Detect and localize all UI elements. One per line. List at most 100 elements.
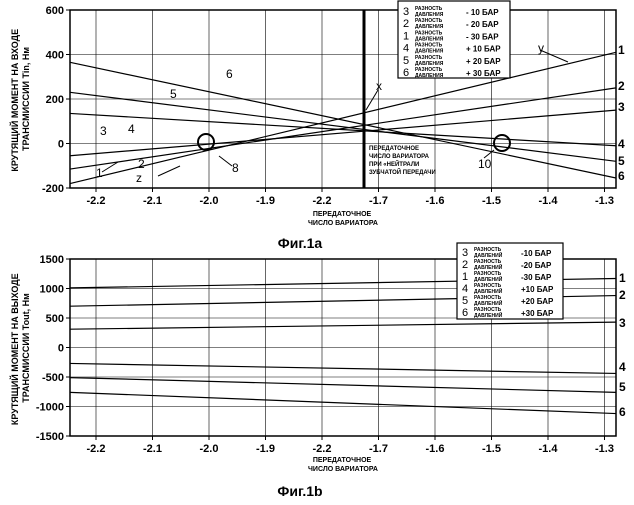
series-lines-1a <box>70 52 616 183</box>
legend-label-bottom: ДАВЛЕНИЯ <box>415 12 444 18</box>
legend-label-bottom: ДАВЛЕНИЙ <box>474 311 503 319</box>
legend-number: 5 <box>462 295 468 307</box>
legend-value: +30 БАР <box>521 309 554 318</box>
annotation-x: x <box>376 79 382 93</box>
y-axis-label-1a: КРУТЯЩИЙ МОМЕНТ НА ВХОДЕ ТРАНСМИССИИ Tin… <box>9 26 31 171</box>
legend-value: + 20 БАР <box>466 57 501 66</box>
legend-number: 4 <box>462 283 468 295</box>
legend-label-bottom: ДАВЛЕНИЙ <box>474 299 503 307</box>
legend-value: -10 БАР <box>521 249 552 258</box>
x-tick-label: -1.6 <box>426 443 445 455</box>
x-tick-label: -2.0 <box>200 443 219 455</box>
x-tick-label: -2.1 <box>143 443 162 455</box>
legend-number: 1 <box>462 271 468 283</box>
svg-text:5: 5 <box>619 380 626 394</box>
legend-value: -30 БАР <box>521 273 552 282</box>
legend-label-bottom: ДАВЛЕНИЯ <box>415 24 444 30</box>
x-tick-label: -2.2 <box>313 195 332 207</box>
y-ticks-1b: 150010005000-500-1000-1500 <box>36 254 70 443</box>
legend-number: 1 <box>403 30 409 42</box>
series-line-5 <box>70 378 616 393</box>
y-tick-label: 1500 <box>40 254 64 266</box>
series-line-6 <box>70 62 616 178</box>
svg-text:6: 6 <box>226 67 233 81</box>
figure-label-1a: Фиг.1a <box>278 235 323 251</box>
legend-number: 3 <box>403 6 409 18</box>
x-axis-label-1a: ПЕРЕДАТОЧНОЕ ЧИСЛО ВАРИАТОРА <box>308 211 378 227</box>
legend-value: + 30 БАР <box>466 69 501 78</box>
y-ticks-1a: 600 400 200 0 -200 <box>42 5 70 195</box>
crossover-circle-8 <box>198 134 214 150</box>
y-tick-label: 600 <box>46 5 64 17</box>
x-tick-label: -1.3 <box>595 443 614 455</box>
series-line-2 <box>70 88 616 169</box>
chart-1b: 150010005000-500-1000-1500 -2.2-2.1-2.0-… <box>9 243 626 473</box>
x-tick-label: -1.6 <box>426 195 445 207</box>
crossover-circle-10 <box>494 135 510 151</box>
y-tick-label: -1000 <box>36 402 64 414</box>
y-tick-label: 200 <box>46 94 64 106</box>
x-tick-label: -2.1 <box>143 195 162 207</box>
x-tick-label: -1.4 <box>539 195 559 207</box>
svg-text:6: 6 <box>618 169 625 183</box>
svg-text:4: 4 <box>618 137 625 151</box>
annotation-8: 8 <box>232 161 239 175</box>
svg-text:2: 2 <box>138 157 145 171</box>
x-tick-label: -2.2 <box>87 443 106 455</box>
series-line-3 <box>70 322 616 329</box>
y-tick-label: -500 <box>42 372 64 384</box>
legend-value: +10 БАР <box>521 285 554 294</box>
svg-text:5: 5 <box>170 87 177 101</box>
y-tick-label: 400 <box>46 50 64 62</box>
legend-value: +20 БАР <box>521 297 554 306</box>
x-tick-label: -1.5 <box>482 195 501 207</box>
legend-label-bottom: ДАВЛЕНИЙ <box>474 263 503 271</box>
legend-label-bottom: ДАВЛЕНИЯ <box>415 36 444 42</box>
series-line-5 <box>70 92 616 161</box>
right-curve-labels-1b: 1 2 3 4 5 6 <box>619 271 626 419</box>
x-tick-label: -1.7 <box>369 195 388 207</box>
y-tick-label: 0 <box>58 139 64 151</box>
x-tick-label: -2.0 <box>200 195 219 207</box>
svg-text:1: 1 <box>618 43 625 57</box>
y-tick-label: -200 <box>42 183 64 195</box>
figure-label-1b: Фиг.1b <box>277 483 322 499</box>
series-line-4 <box>70 363 616 373</box>
legend-label-bottom: ДАВЛЕНИЯ <box>415 49 444 55</box>
legend-value: - 20 БАР <box>466 20 499 29</box>
x-tick-label: -1.3 <box>595 195 614 207</box>
x-tick-label: -1.9 <box>256 443 275 455</box>
y-tick-label: 500 <box>46 313 64 325</box>
svg-text:1: 1 <box>619 271 626 285</box>
x-tick-label: -2.2 <box>313 443 332 455</box>
legend-number: 4 <box>403 43 409 55</box>
y-tick-label: -1500 <box>36 431 64 443</box>
x-tick-label: -1.7 <box>369 443 388 455</box>
legend-value: + 10 БАР <box>466 45 501 54</box>
legend-value: - 10 БАР <box>466 8 499 17</box>
right-curve-labels-1a: 1 2 3 4 5 6 <box>618 43 625 183</box>
legend-number: 2 <box>462 259 468 271</box>
x-tick-label: -1.4 <box>539 443 559 455</box>
annotation-z: z <box>136 171 142 185</box>
svg-text:3: 3 <box>618 100 625 114</box>
svg-text:2: 2 <box>618 79 625 93</box>
x-ticks-1b: -2.2-2.1-2.0-1.9-2.2-1.7-1.6-1.5-1.4-1.3 <box>87 436 614 455</box>
legend-number: 2 <box>403 18 409 30</box>
annotation-y: y <box>538 41 544 55</box>
legend-value: - 30 БАР <box>466 32 499 41</box>
legend-label-bottom: ДАВЛЕНИЯ <box>415 73 444 79</box>
x-tick-label: -2.2 <box>87 195 106 207</box>
legend-label-bottom: ДАВЛЕНИЙ <box>474 275 503 283</box>
legend-1a: 3РАЗНОСТЬДАВЛЕНИЯ- 10 БАР2РАЗНОСТЬДАВЛЕН… <box>398 1 510 79</box>
svg-text:1: 1 <box>96 166 103 180</box>
y-tick-label: 1000 <box>40 284 64 296</box>
legend-value: -20 БАР <box>521 261 552 270</box>
series-line-3 <box>70 110 616 156</box>
legend-number: 6 <box>462 307 468 319</box>
svg-text:5: 5 <box>618 154 625 168</box>
svg-text:3: 3 <box>619 316 626 330</box>
svg-text:3: 3 <box>100 124 107 138</box>
